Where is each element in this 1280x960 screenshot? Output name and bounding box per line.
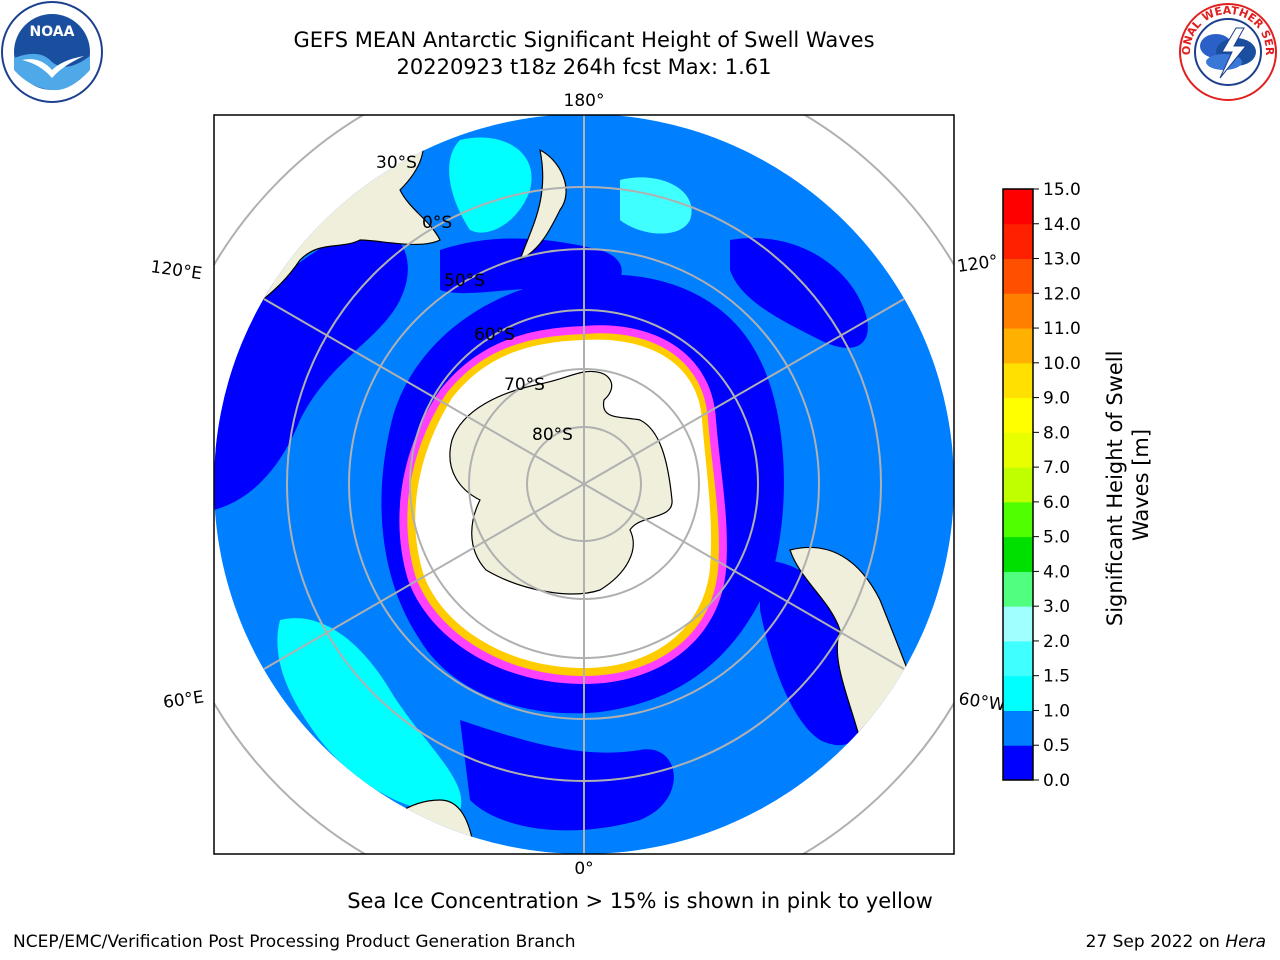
colorbar-swatch [1003,606,1033,642]
low-swell-se [760,560,868,746]
graticule [214,115,954,854]
colorbar-frame [1002,188,1034,781]
colorbar-swatch [1003,397,1033,433]
colorbar-swatch [1003,745,1033,781]
colorbar-swatch [1003,467,1033,503]
colorbar-tick-label: 5.0 [1043,528,1070,548]
low-swell-north [440,238,622,294]
lat-label-70s: 70°S [504,375,545,395]
colorbar-swatch [1003,640,1033,677]
sea-ice-note: Sea Ice Concentration > 15% is shown in … [347,889,933,913]
colorbar-swatch [1003,432,1033,468]
colorbar-swatch [1003,710,1033,746]
colorbar-tick-label: 14.0 [1043,215,1081,235]
footer-credit: NCEP/EMC/Verification Post Processing Pr… [13,932,576,952]
colorbar-tick-label: 13.0 [1043,250,1081,270]
lat-label-50s: 50°S [444,271,485,291]
colorbar-swatch [1003,293,1033,329]
antarctica [449,370,673,595]
colorbar-tick-label: 1.0 [1043,701,1070,721]
colorbar-swatch [1003,362,1033,399]
colorbar-tick-label: 11.0 [1043,319,1081,339]
cyan-swell-sw [277,618,462,812]
colorbar-tick-label: 6.0 [1043,493,1070,513]
low-swell-east [730,238,868,348]
colorbar-swatch [1003,223,1033,260]
colorbar-swatch [1003,501,1033,538]
lon-label-0: 0° [574,859,593,879]
noaa-logo: NOAA [1,1,103,103]
colorbar-tick-label: 7.0 [1043,458,1070,478]
lat-label-30s: 30°S [376,153,417,173]
colorbar-swatch [1003,258,1033,294]
colorbar-tick-label: 10.0 [1043,354,1081,374]
lat-label-40s: 0°S [422,213,452,233]
colorbar-swatch [1003,571,1033,607]
colorbar-swatch [1003,189,1033,225]
colorbar-tick-label: 9.0 [1043,389,1070,409]
lat-label-80s: 80°S [532,425,573,445]
colorbar: 0.0 0.5 1.0 1.5 2.0 3.0 4.0 5.0 6.0 7.0 8.0 9.0 10.0… [1002,180,1081,791]
chart-subtitle: 20220923 t18z 264h fcst Max: 1.61 [396,55,772,79]
colorbar-tick-label: 4.0 [1043,562,1070,582]
lon-label-180: 180° [564,91,605,111]
colorbar-tick-label: 12.0 [1043,284,1081,304]
chart-title: GEFS MEAN Antarctic Significant Height o… [293,28,875,52]
low-swell-south [460,720,674,831]
map-frame [213,114,955,855]
colorbar-label: Significant Height of Swell Waves [m] [1103,344,1153,626]
colorbar-tick-label: 1.5 [1043,667,1070,687]
colorbar-swatch [1003,328,1033,364]
colorbar-tick-label: 0.5 [1043,736,1070,756]
nws-logo: NATIONAL WEATHER SERVICE [1176,0,1278,102]
footer-host: Hera [1225,932,1266,952]
colorbar-swatch [1003,675,1033,711]
svg-text:NOAA: NOAA [30,24,75,40]
lon-label-60w: 60°W [957,689,1006,715]
colorbar-tick-label: 8.0 [1043,423,1070,443]
colorbar-tick-label: 2.0 [1043,632,1070,652]
footer-date: 27 Sep 2022 on Hera [1085,932,1266,952]
colorbar-tick-label: 3.0 [1043,597,1070,617]
lon-label-120w: 120° [956,251,999,277]
lon-label-120e: 120°E [149,257,203,284]
new-zealand [518,148,567,262]
colorbar-tick-label: 15.0 [1043,180,1081,200]
lon-label-60e: 60°E [162,687,205,712]
colorbar-swatch [1003,536,1033,572]
lat-label-60s: 60°S [474,325,515,345]
colorbar-tick-label: 0.0 [1043,771,1070,791]
